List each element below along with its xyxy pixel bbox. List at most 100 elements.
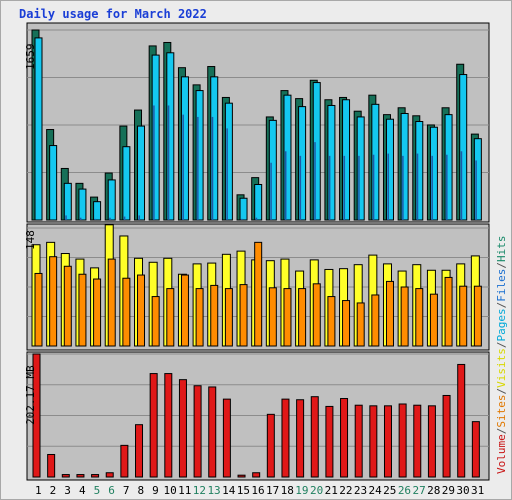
pages-bar-day-10 — [167, 105, 170, 220]
pages-bar-day-3 — [65, 215, 67, 220]
volume-bar-day-21 — [325, 405, 334, 478]
sites-bar-day-24 — [371, 294, 380, 347]
chart-title: Daily usage for March 2022 — [19, 7, 207, 21]
legend-item-6: Pages — [495, 308, 508, 342]
volume-bar-day-9 — [149, 373, 158, 478]
sites-bar-day-30 — [459, 285, 468, 347]
files-bar-day-31 — [473, 138, 482, 221]
pages-bar-day-18 — [284, 151, 287, 220]
legend-item-7: / — [495, 301, 508, 309]
x-tick-label-8: 8 — [138, 484, 145, 497]
files-bar-day-20 — [312, 82, 321, 221]
pages-bar-day-23 — [358, 155, 360, 220]
sites-bar-day-31 — [473, 285, 482, 347]
files-bar-day-8 — [137, 125, 146, 221]
sites-bar-day-8 — [137, 274, 146, 347]
volume-bar-day-13 — [208, 386, 217, 478]
legend-item-3: / — [495, 387, 508, 395]
sites-bar-day-6 — [107, 258, 116, 347]
volume-bar-day-28 — [427, 405, 436, 478]
volume-bar-day-29 — [442, 394, 451, 478]
files-bar-day-4 — [78, 188, 87, 221]
pages-bar-day-29 — [446, 154, 448, 220]
sites-bar-day-20 — [312, 283, 321, 347]
sites-bar-day-29 — [444, 276, 453, 347]
legend-item-5: / — [495, 341, 508, 349]
x-tick-label-14: 14 — [222, 484, 236, 497]
sites-bar-day-11 — [180, 274, 189, 347]
x-tick-label-13: 13 — [207, 484, 220, 497]
files-bar-day-18 — [283, 94, 292, 221]
x-tick-label-18: 18 — [281, 484, 294, 497]
x-tick-label-21: 21 — [325, 484, 338, 497]
pages-bar-day-26 — [402, 155, 404, 220]
legend-item-0: Volume — [495, 434, 508, 474]
legend-item-1: / — [495, 427, 508, 435]
volume-bar-day-11 — [178, 379, 187, 478]
sites-bar-day-9 — [151, 296, 160, 347]
pages-bar-day-6 — [109, 217, 111, 220]
volume-bar-day-15 — [237, 474, 246, 478]
volume-bar-day-20 — [310, 396, 319, 478]
sites-bar-day-7 — [122, 277, 131, 347]
files-bar-day-5 — [93, 201, 102, 221]
sites-bar-day-13 — [210, 284, 219, 347]
files-bar-day-12 — [195, 90, 204, 221]
volume-bar-day-1 — [32, 353, 41, 478]
volume-bar-day-16 — [252, 472, 261, 478]
sites-bar-day-14 — [224, 288, 233, 347]
sites-bar-day-15 — [239, 284, 248, 347]
files-bar-day-3 — [63, 182, 72, 221]
volume-bar-day-4 — [76, 474, 85, 478]
volume-bar-day-23 — [354, 404, 363, 478]
pages-bar-day-22 — [343, 155, 346, 220]
legend-item-8: Files — [495, 268, 508, 302]
files-bar-day-2 — [49, 145, 58, 221]
volume-bar-day-10 — [164, 373, 173, 478]
sites-bar-day-18 — [283, 288, 292, 347]
volume-bar-day-27 — [413, 404, 422, 478]
x-tick-label-20: 20 — [310, 484, 323, 497]
volume-bar-day-19 — [296, 399, 305, 478]
files-bar-day-27 — [415, 121, 424, 221]
sites-bar-day-5 — [93, 278, 102, 347]
x-tick-label-11: 11 — [178, 484, 191, 497]
sites-bar-day-28 — [429, 293, 438, 347]
volume-bar-day-14 — [222, 398, 231, 478]
pages-bar-day-19 — [299, 155, 302, 220]
legend-item-2: Sites — [495, 394, 508, 428]
legend-item-10: Hits — [495, 235, 508, 263]
files-bar-day-13 — [210, 76, 219, 221]
pages-bar-day-28 — [431, 155, 433, 220]
panel-1-ymax-label: 1659 — [24, 43, 37, 71]
volume-bar-day-5 — [91, 474, 100, 478]
files-bar-day-21 — [327, 104, 336, 221]
sites-bar-day-1 — [34, 272, 43, 347]
volume-bar-day-30 — [457, 363, 466, 478]
x-tick-label-17: 17 — [266, 484, 279, 497]
files-bar-day-24 — [371, 103, 380, 221]
sites-bar-day-4 — [78, 273, 87, 347]
pages-bar-day-12 — [197, 116, 199, 220]
files-bar-day-17 — [268, 119, 277, 221]
files-bar-day-10 — [166, 52, 175, 221]
volume-bar-day-7 — [120, 444, 129, 478]
legend: Volume/Sites/Visits/Pages/Files/Hits — [495, 236, 508, 475]
x-tick-label-12: 12 — [193, 484, 206, 497]
files-bar-day-30 — [459, 74, 468, 221]
pages-bar-day-14 — [226, 128, 228, 220]
x-tick-label-9: 9 — [152, 484, 159, 497]
files-bar-day-29 — [444, 114, 453, 221]
x-tick-label-31: 31 — [471, 484, 484, 497]
volume-bar-day-12 — [193, 385, 202, 478]
sites-bar-day-25 — [385, 280, 394, 347]
pages-bar-day-5 — [94, 218, 97, 220]
pages-bar-day-4 — [79, 217, 82, 220]
sites-bar-day-3 — [63, 265, 72, 347]
sites-bar-day-16 — [254, 241, 263, 347]
sites-bar-day-10 — [166, 288, 175, 347]
panel-3-ymax-label: 202.17 MB — [24, 365, 37, 425]
volume-bar-day-31 — [471, 421, 480, 478]
x-tick-label-5: 5 — [94, 484, 101, 497]
